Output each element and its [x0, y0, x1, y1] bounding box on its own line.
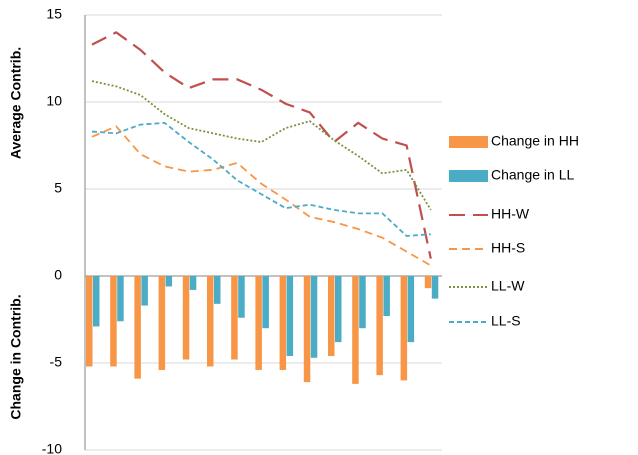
bar: [231, 276, 238, 360]
bar: [400, 276, 408, 381]
y-axis-title: Change in Contrib.: [8, 294, 24, 419]
y-tick-label: 5: [54, 180, 62, 196]
bar: [93, 276, 100, 327]
line: [91, 121, 431, 237]
bar: [310, 276, 318, 358]
bar: [255, 276, 262, 370]
legend-label: LL-W: [491, 278, 525, 294]
bar: [165, 276, 173, 287]
legend-swatch: [449, 136, 488, 148]
bar: [262, 276, 269, 329]
bar: [286, 276, 294, 357]
bar: [141, 276, 148, 306]
line: [91, 80, 432, 211]
bar: [110, 276, 117, 367]
bar: [182, 276, 190, 360]
y-tick-label: 0: [54, 267, 62, 283]
bar: [376, 276, 383, 376]
bar: [424, 276, 432, 289]
bar: [214, 276, 221, 304]
bar: [86, 276, 93, 367]
y-tick-label: 15: [46, 6, 62, 22]
legend-label: Change in LL: [491, 167, 575, 183]
bar: [407, 276, 415, 343]
line: [91, 125, 432, 267]
bar: [383, 276, 390, 317]
bar: [431, 276, 439, 299]
bar: [117, 276, 124, 322]
bar: [189, 276, 197, 290]
bar: [303, 276, 311, 383]
legend-label: HH-W: [491, 206, 530, 222]
bar: [279, 276, 287, 370]
legend-label: LL-S: [491, 313, 521, 329]
y-tick-label: 10: [46, 93, 62, 109]
bar: [158, 276, 166, 370]
legend-label: HH-S: [491, 240, 525, 256]
bar: [359, 276, 366, 329]
y-tick-label: -10: [42, 441, 62, 455]
bar: [328, 276, 335, 357]
y-tick-label: -5: [50, 354, 63, 370]
y-axis-title: Average Contrib.: [8, 47, 24, 159]
line: [91, 31, 432, 259]
bar: [335, 276, 342, 343]
bar: [134, 276, 141, 379]
bar: [207, 276, 214, 367]
legend-swatch: [449, 170, 488, 182]
bar: [352, 276, 359, 384]
bar: [238, 276, 245, 318]
legend-label: Change in HH: [491, 133, 579, 149]
